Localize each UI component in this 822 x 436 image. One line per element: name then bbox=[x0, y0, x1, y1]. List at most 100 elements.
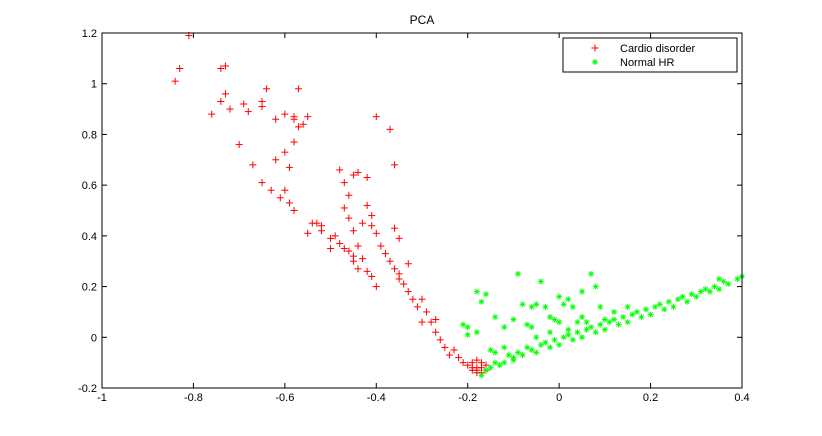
data-point bbox=[597, 321, 604, 328]
data-point bbox=[295, 85, 303, 93]
data-point bbox=[556, 293, 563, 300]
data-point bbox=[565, 331, 572, 338]
data-point bbox=[258, 103, 266, 111]
data-point bbox=[436, 336, 444, 344]
data-point bbox=[583, 319, 590, 326]
data-point bbox=[496, 362, 503, 369]
data-point bbox=[579, 314, 585, 320]
data-point bbox=[483, 291, 489, 298]
y-tick-label: 1.2 bbox=[82, 28, 97, 40]
data-point bbox=[464, 331, 471, 338]
data-point bbox=[249, 161, 257, 169]
series-0 bbox=[171, 32, 490, 377]
data-point bbox=[176, 65, 184, 72]
data-point bbox=[510, 354, 517, 361]
data-point bbox=[281, 186, 289, 194]
data-point bbox=[524, 321, 531, 328]
data-point bbox=[579, 334, 585, 341]
data-point bbox=[285, 199, 293, 207]
data-point bbox=[354, 242, 362, 250]
data-point bbox=[725, 281, 732, 288]
data-point bbox=[565, 326, 572, 333]
data-point bbox=[533, 301, 540, 308]
data-point bbox=[418, 295, 426, 303]
data-point bbox=[290, 115, 298, 123]
data-point bbox=[592, 283, 599, 290]
data-point bbox=[547, 314, 553, 320]
data-point bbox=[345, 214, 353, 222]
data-point bbox=[601, 316, 608, 323]
data-point bbox=[720, 278, 727, 285]
data-point bbox=[336, 166, 344, 174]
data-point bbox=[551, 336, 558, 343]
data-point bbox=[208, 110, 216, 118]
data-point bbox=[267, 186, 275, 194]
data-point bbox=[569, 336, 576, 343]
data-point bbox=[349, 227, 357, 235]
data-point bbox=[327, 245, 335, 253]
data-point bbox=[217, 65, 225, 72]
data-point bbox=[574, 319, 581, 326]
data-point bbox=[240, 100, 248, 108]
y-tick-label: 1 bbox=[91, 79, 97, 91]
data-point bbox=[395, 270, 403, 278]
data-point bbox=[281, 148, 289, 156]
data-point bbox=[281, 110, 289, 118]
data-point bbox=[459, 359, 467, 367]
data-point bbox=[423, 308, 431, 316]
chart-title: PCA bbox=[410, 13, 435, 27]
data-point bbox=[363, 174, 371, 182]
data-point bbox=[359, 219, 367, 227]
data-point bbox=[336, 239, 344, 247]
data-point bbox=[624, 319, 631, 326]
data-point bbox=[340, 204, 348, 212]
data-point bbox=[547, 329, 553, 336]
data-point bbox=[560, 334, 567, 341]
legend-box bbox=[562, 37, 738, 73]
data-point bbox=[171, 77, 179, 85]
data-point bbox=[432, 316, 440, 324]
data-point bbox=[377, 242, 385, 250]
data-point bbox=[643, 306, 649, 313]
data-point bbox=[368, 222, 376, 230]
data-point bbox=[372, 283, 380, 291]
data-point bbox=[418, 318, 426, 326]
plot-frame bbox=[101, 32, 743, 389]
data-point bbox=[445, 351, 453, 359]
data-point bbox=[381, 250, 389, 258]
data-point bbox=[354, 265, 362, 273]
legend-label: Cardio disorder bbox=[620, 43, 696, 55]
data-point bbox=[647, 311, 654, 318]
data-point bbox=[597, 303, 604, 310]
data-point bbox=[716, 286, 723, 293]
data-point bbox=[317, 222, 325, 230]
data-point bbox=[670, 303, 677, 310]
data-point bbox=[391, 224, 399, 232]
data-point bbox=[492, 349, 499, 356]
data-point bbox=[487, 364, 494, 371]
data-point bbox=[519, 301, 526, 308]
y-tick-label: 0.4 bbox=[82, 231, 97, 243]
data-point bbox=[263, 85, 271, 93]
data-point bbox=[363, 267, 371, 275]
data-point bbox=[468, 359, 476, 367]
data-point bbox=[368, 272, 376, 280]
data-point bbox=[441, 343, 449, 351]
x-tick-label: 0.2 bbox=[643, 392, 658, 404]
data-point bbox=[707, 288, 713, 295]
y-tick-label: 0.6 bbox=[82, 180, 97, 192]
legend-entry: Cardio disorder bbox=[591, 43, 696, 55]
data-point bbox=[620, 314, 627, 320]
legend-entry: Normal HR bbox=[592, 57, 674, 69]
data-point bbox=[464, 361, 472, 369]
data-point bbox=[363, 201, 371, 209]
data-point bbox=[395, 234, 403, 242]
data-point bbox=[409, 295, 417, 303]
data-point bbox=[304, 113, 312, 121]
data-point bbox=[483, 367, 489, 374]
data-point bbox=[638, 314, 645, 320]
data-point bbox=[432, 328, 440, 336]
data-point bbox=[556, 319, 563, 326]
data-point bbox=[542, 339, 549, 346]
data-point bbox=[702, 286, 709, 293]
